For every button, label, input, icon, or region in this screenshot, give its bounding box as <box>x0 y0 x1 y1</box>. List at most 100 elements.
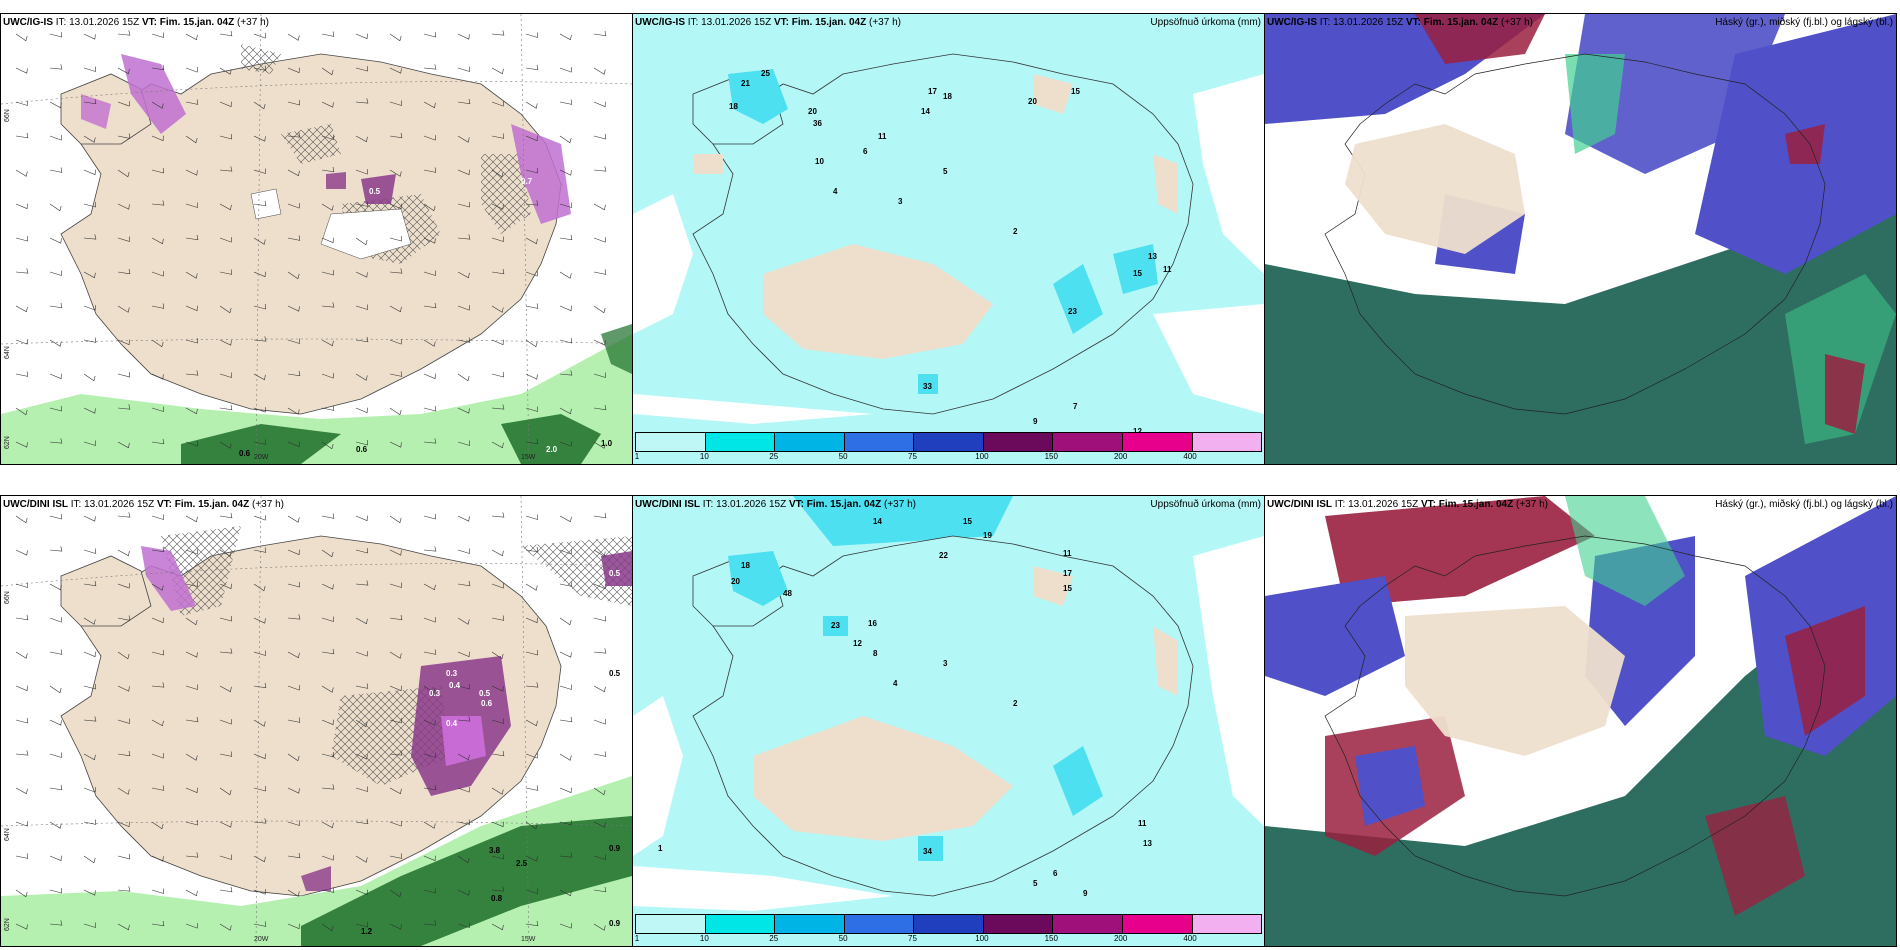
wind-barb <box>525 617 538 624</box>
wind-barb <box>355 855 368 863</box>
panel-right-title: Háský (gr.), miðský (fj.bl.) og lágský (… <box>1715 17 1893 28</box>
precip-value: 13 <box>1148 252 1157 261</box>
wind-barb <box>83 889 96 896</box>
wind-barb <box>423 513 436 520</box>
wind-barb <box>49 685 62 694</box>
wind-barb <box>287 99 300 106</box>
wind-barb <box>185 549 198 555</box>
wind-barb <box>355 580 369 586</box>
wind-barb <box>287 717 301 723</box>
wind-barb <box>15 787 28 795</box>
wind-barb <box>593 67 606 75</box>
wind-barb <box>525 271 538 277</box>
wind-barb <box>423 270 436 276</box>
wind-value: 0.4 <box>446 719 458 728</box>
wind-barb <box>83 66 96 72</box>
colorbar-segment <box>705 433 776 451</box>
cloud-map <box>1265 14 1896 464</box>
wind-barb <box>219 615 232 622</box>
precip-value: 1 <box>658 844 663 853</box>
wind-barb <box>321 923 334 932</box>
wind-barb <box>389 67 402 74</box>
wind-barb <box>423 302 437 309</box>
precip-value: 11 <box>1163 265 1172 274</box>
wind-barb <box>151 855 164 862</box>
wind-barb <box>491 404 505 410</box>
wind-barb <box>389 787 402 795</box>
wind-barb <box>355 651 368 657</box>
wind-barb <box>525 438 539 445</box>
wind-barb <box>117 169 130 178</box>
wind-barb <box>321 134 334 140</box>
wind-barb <box>185 234 199 241</box>
wind-barb <box>219 166 233 172</box>
wind-barb <box>559 753 572 761</box>
panel-title: UWC/DINI ISL IT: 13.01.2026 15Z VT: Fim.… <box>3 499 284 510</box>
wind-value: 2.0 <box>546 445 558 454</box>
precip-value: 4 <box>893 679 898 688</box>
wind-barb <box>185 441 198 447</box>
colorbar-label: 400 <box>1183 934 1197 943</box>
precip-value: 18 <box>741 561 750 570</box>
wind-barb <box>559 515 572 523</box>
wind-barb <box>593 648 607 654</box>
wind-barb <box>491 30 505 36</box>
wind-barb <box>49 513 62 520</box>
wind-barb <box>253 407 266 413</box>
wind-barb <box>15 614 29 621</box>
colorbar-label: 1 <box>634 934 640 943</box>
wind-barb <box>253 921 267 927</box>
wind-barb <box>117 268 131 275</box>
wind-barb <box>559 169 572 176</box>
wind-barb <box>423 752 436 758</box>
wind-barb <box>49 31 62 38</box>
wind-barb <box>559 407 572 415</box>
wind-barb <box>389 651 402 659</box>
wind-barb <box>219 372 232 378</box>
wind-barb <box>593 583 606 590</box>
wind-barb <box>525 406 538 412</box>
colorbar-label: 150 <box>1044 934 1058 943</box>
wind-barb <box>117 685 130 692</box>
wind-barb <box>423 31 436 38</box>
panel-ig-cloud: UWC/IG-IS IT: 13.01.2026 15Z VT: Fim. 15… <box>1264 13 1897 465</box>
wind-barb <box>15 685 28 692</box>
colorbar-label: 400 <box>1183 452 1197 461</box>
wind-barb <box>423 685 436 694</box>
wind-barb <box>49 302 63 309</box>
wind-barb <box>185 515 198 523</box>
wind-barb <box>355 33 368 40</box>
wind-barb <box>321 166 335 173</box>
wind-barb <box>321 821 334 829</box>
wind-barb <box>321 855 334 861</box>
wind-barb <box>185 819 198 826</box>
precip-value: 36 <box>813 119 822 128</box>
wind-barb <box>457 201 470 208</box>
wind-barb <box>321 513 335 519</box>
wind-barb <box>253 785 266 792</box>
wind-barb <box>321 549 334 558</box>
precip-value: 8 <box>873 649 878 658</box>
wind-barb <box>423 719 436 726</box>
wind-barb <box>117 203 130 210</box>
panel-dini-cloud: UWC/DINI ISL IT: 13.01.2026 15Z VT: Fim.… <box>1264 495 1897 947</box>
precip-value: 11 <box>878 132 887 141</box>
panel-title: UWC/IG-IS IT: 13.01.2026 15Z VT: Fim. 15… <box>635 17 901 28</box>
wind-barb <box>559 441 572 447</box>
colorbar-label: 1 <box>634 452 640 461</box>
precip-value: 7 <box>1073 402 1078 411</box>
precip-colorbar <box>635 914 1262 934</box>
wind-barb <box>15 407 28 416</box>
wind-barb <box>287 515 300 523</box>
wind-barb <box>457 407 470 414</box>
wind-barb <box>185 852 199 858</box>
precip-value: 23 <box>1068 307 1077 316</box>
colorbar-segment <box>914 915 984 933</box>
wind-barb <box>593 512 607 519</box>
wind-barb <box>491 685 504 692</box>
precip-value: 12 <box>1133 427 1142 436</box>
wind-barb <box>83 922 96 928</box>
wind-barb <box>185 99 199 105</box>
precip-value: 22 <box>939 551 948 560</box>
panel-dini-precip: 14 15 19 18 20 48 23 22 11 17 15 16 12 8… <box>632 495 1265 947</box>
